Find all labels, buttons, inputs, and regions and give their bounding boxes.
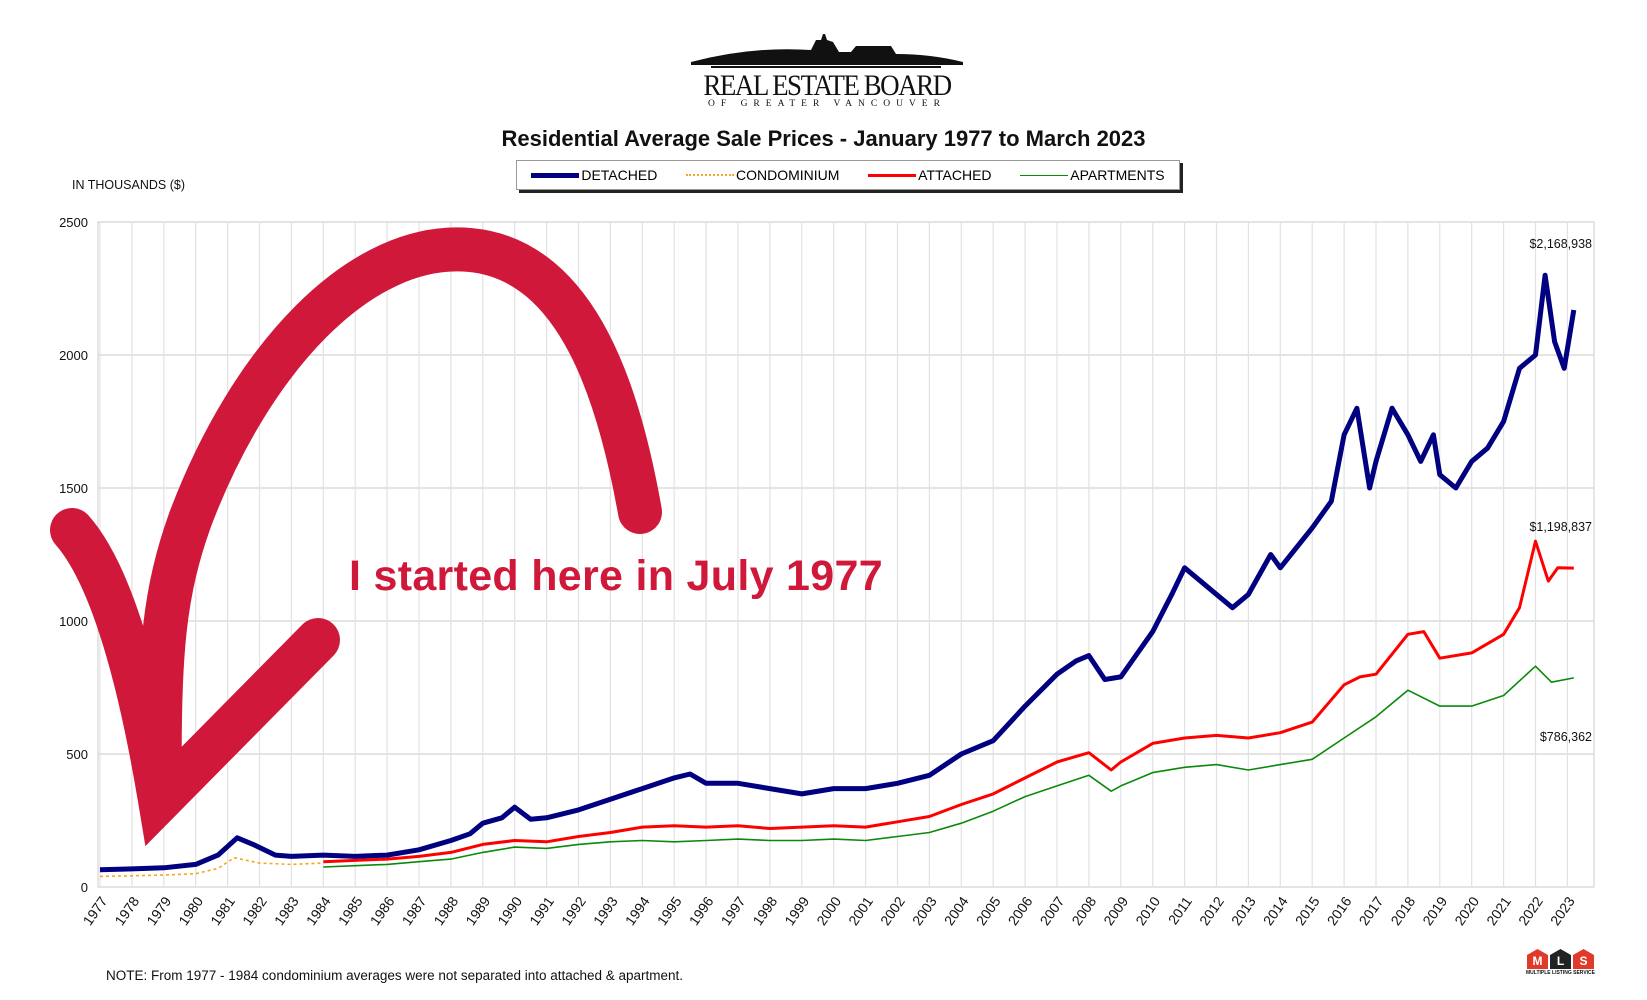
series-line-apartments	[323, 665, 1574, 868]
legend-label: APARTMENTS	[1070, 167, 1165, 183]
x-tick-label: 2012	[1196, 893, 1227, 928]
x-tick-label: 2002	[877, 893, 908, 928]
x-tick-label: 1980	[175, 893, 206, 928]
legend-item-attached: ATTACHED	[868, 167, 992, 183]
x-tick-label: 1978	[111, 893, 142, 928]
x-tick-label: 2007	[1036, 893, 1067, 928]
y-tick-label: 1000	[59, 614, 88, 629]
series-line-detached	[99, 272, 1577, 873]
legend-swatch	[1020, 174, 1069, 176]
x-tick-label: 1979	[143, 893, 174, 928]
x-tick-label: 2023	[1547, 893, 1578, 928]
x-tick-label: 2015	[1292, 893, 1323, 928]
x-tick-label: 1983	[271, 893, 302, 928]
x-tick-label: 1986	[367, 893, 398, 928]
mls-letter: L	[1550, 949, 1571, 969]
mls-logo: M L S MULTIPLE LISTING SERVICE	[1523, 949, 1598, 976]
annotation-text: I started here in July 1977	[349, 552, 883, 600]
x-tick-label: 1990	[494, 893, 525, 928]
x-tick-label: 1997	[717, 893, 748, 928]
legend-swatch	[686, 174, 735, 176]
x-tick-label: 2003	[909, 893, 940, 928]
mls-letter: S	[1573, 949, 1594, 969]
x-tick-label: 2017	[1355, 893, 1386, 928]
series-line-condominium	[99, 856, 324, 878]
y-tick-label: 2500	[59, 215, 88, 230]
x-tick-label: 1981	[207, 893, 238, 928]
x-tick-label: 1982	[239, 893, 270, 928]
x-tick-label: 2022	[1515, 893, 1546, 928]
x-tick-label: 2011	[1165, 893, 1195, 927]
y-tick-label: 2000	[59, 348, 88, 363]
x-tick-label: 1989	[462, 893, 493, 928]
x-tick-label: 2021	[1483, 893, 1514, 928]
x-tick-label: 2009	[1100, 893, 1131, 928]
legend-label: DETACHED	[581, 167, 658, 183]
y-tick-label: 500	[66, 747, 88, 762]
y-axis-label: IN THOUSANDS ($)	[72, 178, 185, 192]
series-line-attached	[323, 539, 1574, 864]
legend-label: ATTACHED	[918, 167, 992, 183]
x-tick-label: 1996	[686, 893, 717, 928]
x-tick-label: 2016	[1324, 893, 1355, 928]
x-tick-label: 2001	[845, 893, 876, 928]
x-tick-label: 2019	[1419, 893, 1450, 928]
x-tick-label: 1987	[398, 893, 429, 928]
end-label-apartments: $786,362	[1540, 730, 1592, 744]
x-tick-label: 2020	[1451, 893, 1482, 928]
chart-title: Residential Average Sale Prices - Januar…	[501, 126, 1146, 151]
x-tick-label: 1993	[590, 893, 621, 928]
legend-swatch	[531, 172, 580, 178]
legend: DETACHED CONDOMINIUM ATTACHED APARTMENTS	[516, 160, 1180, 190]
footnote: NOTE: From 1977 - 1984 condominium avera…	[106, 968, 684, 983]
legend-label: CONDOMINIUM	[736, 167, 840, 183]
legend-swatch	[868, 173, 917, 177]
x-tick-label: 2005	[973, 893, 1004, 928]
x-tick-label: 1977	[79, 893, 110, 928]
y-tick-label: 1500	[59, 481, 88, 496]
mls-letter: M	[1527, 949, 1548, 969]
legend-item-apartments: APARTMENTS	[1020, 167, 1165, 183]
end-label-detached: $2,168,938	[1529, 237, 1592, 251]
end-label-attached: $1,198,837	[1529, 520, 1592, 534]
logo-skyline-icon	[691, 34, 963, 68]
x-tick-label: 2006	[1005, 893, 1036, 928]
x-tick-label: 1999	[781, 893, 812, 928]
legend-item-detached: DETACHED	[531, 167, 657, 183]
x-tick-label: 1992	[558, 893, 589, 928]
logo-subtitle: OF GREATER VANCOUVER	[708, 99, 946, 109]
x-tick-label: 2014	[1260, 893, 1291, 928]
x-tick-label: 1995	[654, 893, 685, 928]
x-tick-label: 2013	[1228, 893, 1259, 928]
logo-title: REAL ESTATE BOARD	[703, 68, 952, 102]
legend-item-condominium: CONDOMINIUM	[686, 167, 839, 183]
annotation-arrow-head	[50, 508, 340, 847]
x-tick-label: 2000	[813, 893, 844, 928]
x-tick-label: 1991	[526, 893, 557, 928]
x-tick-label: 1998	[749, 893, 780, 928]
x-tick-label: 1984	[303, 893, 334, 928]
x-tick-label: 1994	[622, 893, 653, 928]
y-tick-label: 0	[81, 880, 88, 895]
x-tick-label: 1988	[430, 893, 461, 928]
x-tick-label: 2008	[1068, 893, 1099, 928]
annotation-arrow-shaft	[137, 227, 662, 812]
x-tick-label: 1985	[335, 893, 366, 928]
x-tick-label: 2010	[1132, 893, 1163, 928]
x-tick-label: 2018	[1387, 893, 1418, 928]
x-tick-label: 2004	[941, 893, 972, 928]
mls-caption: MULTIPLE LISTING SERVICE	[1526, 970, 1595, 976]
